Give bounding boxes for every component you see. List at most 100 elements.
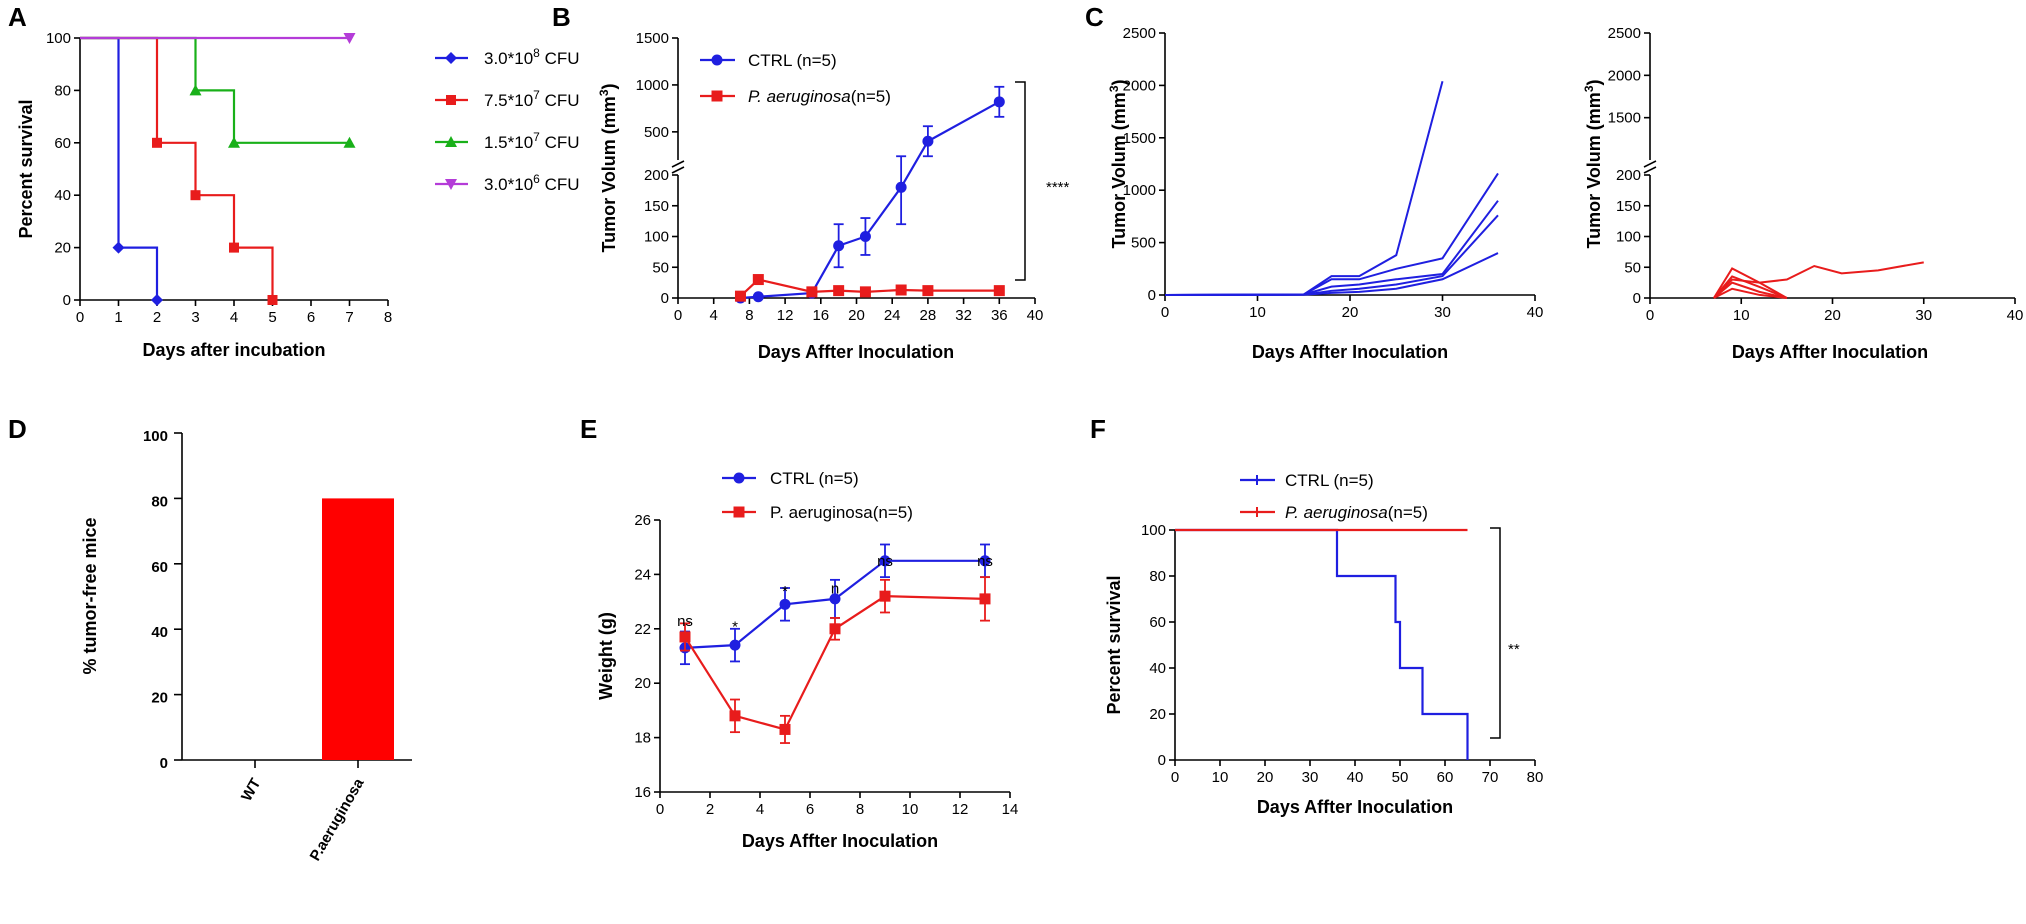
series-line bbox=[684, 559, 985, 649]
data-point bbox=[679, 631, 691, 643]
x-tick-label: 40 bbox=[1347, 769, 1364, 786]
data-point bbox=[112, 241, 125, 254]
significance-label: * bbox=[782, 583, 788, 600]
x-axis-label: Days after incubation bbox=[142, 340, 325, 360]
x-tick-label: 36 bbox=[991, 307, 1008, 324]
axis-break-mark bbox=[671, 166, 685, 174]
legend-marker bbox=[445, 136, 457, 147]
y-tick-label: 16 bbox=[634, 784, 651, 801]
x-tick-label: 5 bbox=[268, 309, 276, 326]
x-tick-label: 8 bbox=[745, 307, 753, 324]
data-point bbox=[152, 137, 162, 148]
y-tick-label: 20 bbox=[1149, 706, 1166, 723]
x-tick-label: 16 bbox=[812, 307, 829, 324]
y-tick-label: 2000 bbox=[1123, 77, 1156, 94]
data-point bbox=[779, 598, 791, 610]
series-line bbox=[684, 595, 986, 731]
y-tick-label: 2500 bbox=[1123, 25, 1156, 42]
data-point bbox=[229, 242, 239, 253]
data-point bbox=[979, 555, 991, 567]
y-axis-label: Weight (g) bbox=[596, 612, 616, 700]
y-tick-label: 80 bbox=[151, 493, 168, 510]
x-tick-label: 6 bbox=[806, 801, 814, 818]
x-tick-label: 12 bbox=[777, 307, 794, 324]
y-axis-label: Tumor Volum (mm3) bbox=[597, 83, 619, 252]
y-tick-label: 200 bbox=[1616, 167, 1641, 184]
legend-entry: P. aeruginosa(n=5) bbox=[770, 503, 913, 522]
x-tick-label: 20 bbox=[1342, 304, 1359, 321]
y-tick-label: 80 bbox=[54, 82, 71, 99]
y-tick-label: 60 bbox=[54, 135, 71, 152]
panel-letter-b: B bbox=[552, 2, 571, 32]
x-tick-label: 24 bbox=[884, 307, 901, 324]
legend-entry: 1.5*107 CFU bbox=[484, 130, 580, 152]
x-tick-label: 20 bbox=[1824, 307, 1841, 324]
series-line bbox=[1713, 267, 1788, 299]
legend-entry: 3.0*108 CFU bbox=[484, 46, 580, 68]
x-tick-label: 50 bbox=[1392, 769, 1409, 786]
data-point bbox=[895, 181, 907, 193]
legend-entry: P. aeruginosa(n=5) bbox=[748, 87, 891, 106]
data-point bbox=[729, 639, 741, 651]
x-tick-label: 8 bbox=[856, 801, 864, 818]
legend-marker bbox=[445, 52, 457, 64]
y-axis-label: % tumor-free mice bbox=[80, 517, 100, 674]
data-point bbox=[895, 284, 907, 296]
data-point bbox=[993, 96, 1005, 108]
y-tick-label: 500 bbox=[644, 124, 669, 141]
x-tick-label: 40 bbox=[1527, 304, 1544, 321]
y-tick-label: 20 bbox=[54, 240, 71, 257]
x-tick-label: 3 bbox=[191, 309, 199, 326]
data-point bbox=[343, 136, 356, 148]
chart-b: 0 50 100 150 200 500 1000 1500 0 4 8 12 16 20 24 28 32 36… bbox=[597, 30, 1070, 362]
x-tick-label: 0 bbox=[1161, 304, 1169, 321]
x-axis-label: Days Affter Inoculation bbox=[1257, 797, 1453, 817]
data-point bbox=[806, 286, 818, 298]
panel-letter-e: E bbox=[580, 414, 597, 444]
x-tick-label: 12 bbox=[952, 801, 969, 818]
y-tick-label: 1500 bbox=[636, 30, 669, 47]
data-point bbox=[343, 33, 356, 44]
legend-marker bbox=[733, 472, 745, 484]
data-point bbox=[734, 290, 746, 302]
x-tick-label: 28 bbox=[920, 307, 937, 324]
data-point bbox=[228, 136, 240, 148]
series-line bbox=[1164, 214, 1499, 296]
chart-f: 0 20 40 60 80 100 0 10 20 30 40 50 60 70 80 Days Affter… bbox=[1104, 471, 1543, 817]
x-tick-label: 0 bbox=[1646, 307, 1654, 324]
y-tick-label: 50 bbox=[1624, 259, 1641, 276]
data-point bbox=[833, 285, 845, 297]
panel-a: A 0 20 40 60 80 100 0 1 2 3 4 5 6 7 8 Days after incuba… bbox=[8, 2, 580, 360]
chart-c-left: 0 500 1000 1500 2000 2500 0 10 20 30 40 Days Affter… bbox=[1107, 25, 1543, 362]
y-tick-label: 20 bbox=[634, 675, 651, 692]
panel-letter-f: F bbox=[1090, 414, 1106, 444]
series-line bbox=[1164, 252, 1499, 296]
x-tick-label: 20 bbox=[848, 307, 865, 324]
y-tick-label: 0 bbox=[1158, 752, 1166, 769]
y-tick-label: 500 bbox=[1131, 235, 1156, 252]
data-point bbox=[829, 623, 841, 635]
significance-label: ns bbox=[677, 613, 693, 630]
y-tick-label: 80 bbox=[1149, 568, 1166, 585]
significance-label: * bbox=[732, 619, 738, 636]
x-tick-label: 4 bbox=[230, 309, 238, 326]
data-point bbox=[979, 593, 991, 605]
panel-f: F 0 20 40 60 80 100 0 10 20 30 40 50 60 70 80 Days Afft… bbox=[1090, 414, 1543, 817]
x-tick-label: 30 bbox=[1302, 769, 1319, 786]
x-tick-label: 4 bbox=[710, 307, 718, 324]
significance-label: **** bbox=[1046, 179, 1070, 196]
legend-entry: 7.5*107 CFU bbox=[484, 88, 580, 110]
significance-bracket bbox=[1490, 527, 1501, 739]
x-axis-label: Days Affter Inoculation bbox=[1252, 342, 1448, 362]
legend-marker bbox=[445, 179, 457, 190]
x-tick-label: 10 bbox=[902, 801, 919, 818]
y-tick-label: 0 bbox=[1148, 287, 1156, 304]
panel-letter-a: A bbox=[8, 2, 27, 32]
series-line bbox=[1713, 287, 1787, 299]
y-tick-label: 0 bbox=[1633, 290, 1641, 307]
x-tick-label: 0 bbox=[1171, 769, 1179, 786]
y-tick-label: 60 bbox=[1149, 614, 1166, 631]
y-tick-label: 100 bbox=[1616, 229, 1641, 246]
